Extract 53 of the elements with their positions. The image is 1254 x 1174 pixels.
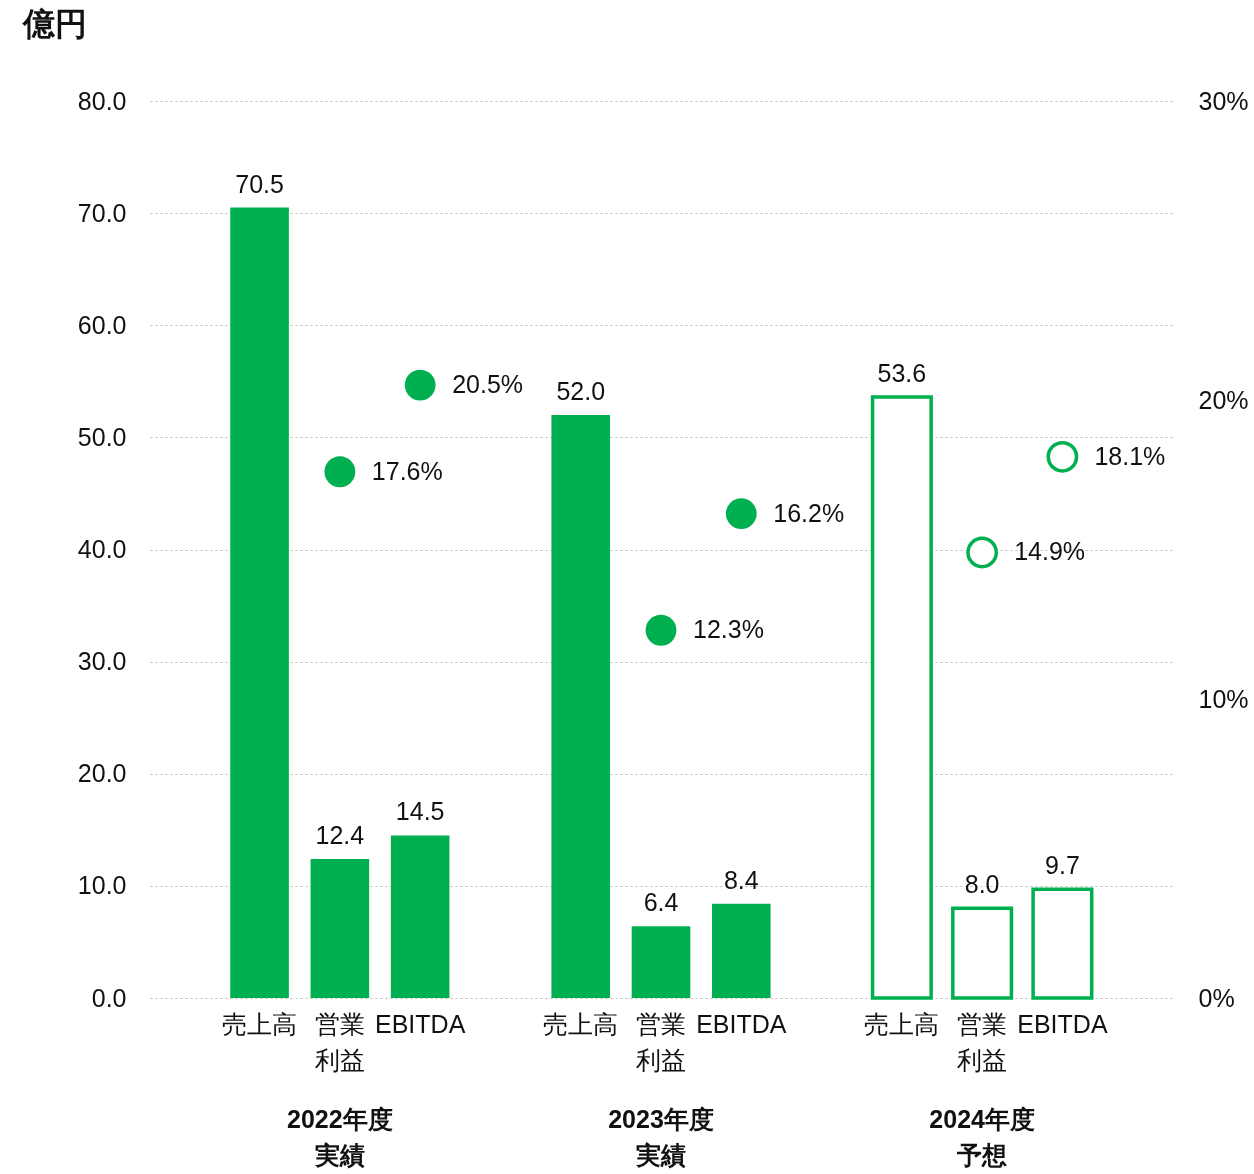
x-tick-label: EBITDA [375, 1009, 466, 1038]
bar [390, 835, 450, 998]
x-tick-label: EBITDA [1017, 1009, 1108, 1038]
y-axis-title: 億円 [21, 5, 87, 42]
x-tick-label: 売上高 [222, 1009, 298, 1038]
data-label: 70.5 [235, 169, 284, 198]
y-tick-label: 30.0 [77, 647, 127, 676]
y-tick-label: 80.0 [77, 86, 127, 115]
y2-tick-label: 30% [1198, 86, 1249, 115]
data-label: 16.2% [773, 498, 845, 527]
y2-tick-label: 0% [1198, 983, 1235, 1012]
data-label: 14.9% [1014, 537, 1086, 566]
data-label: 6.4 [643, 888, 679, 917]
data-label: 8.4 [723, 865, 759, 894]
bar [310, 858, 370, 998]
data-label: 53.6 [877, 359, 927, 388]
point [404, 369, 436, 401]
x-tick-label: 売上高 [543, 1009, 619, 1038]
x-tick-label: 営業利益 [314, 1009, 365, 1074]
data-label: 12.3% [693, 615, 764, 644]
data-label: 17.6% [371, 456, 443, 485]
point [324, 456, 356, 488]
data-label: 14.5 [395, 797, 445, 826]
bar [631, 926, 691, 998]
data-label: 8.0 [964, 870, 1000, 899]
y-tick-label: 60.0 [77, 310, 127, 339]
data-label: 20.5% [452, 370, 524, 399]
bar [230, 207, 289, 998]
point [1046, 440, 1079, 473]
x-tick-label: 営業利益 [957, 1009, 1008, 1074]
point [725, 498, 757, 529]
text: 2024年度予想 [929, 1105, 1035, 1169]
text: 2022年度実績 [287, 1105, 393, 1169]
y-tick-label: 0.0 [91, 983, 127, 1012]
bar [711, 903, 771, 998]
x-tick-label: EBITDA [696, 1009, 787, 1038]
y-tick-label: 70.0 [77, 198, 127, 227]
y-tick-label: 10.0 [77, 871, 127, 900]
point [966, 536, 999, 569]
bar [551, 414, 611, 998]
y-tick-label: 40.0 [77, 535, 127, 563]
text: 2023年度実績 [608, 1105, 714, 1169]
point [645, 614, 677, 646]
x-tick-label: 売上高 [864, 1009, 940, 1038]
data-label: 52.0 [556, 376, 606, 405]
y-tick-label: 50.0 [77, 422, 127, 451]
data-label: 18.1% [1094, 441, 1166, 470]
y2-tick-label: 20% [1198, 385, 1249, 414]
y2-tick-label: 10% [1198, 684, 1249, 713]
data-label: 9.7 [1045, 851, 1080, 880]
data-label: 12.4 [315, 820, 365, 849]
y-tick-label: 20.0 [77, 759, 127, 788]
x-tick-label: 営業利益 [636, 1009, 686, 1074]
